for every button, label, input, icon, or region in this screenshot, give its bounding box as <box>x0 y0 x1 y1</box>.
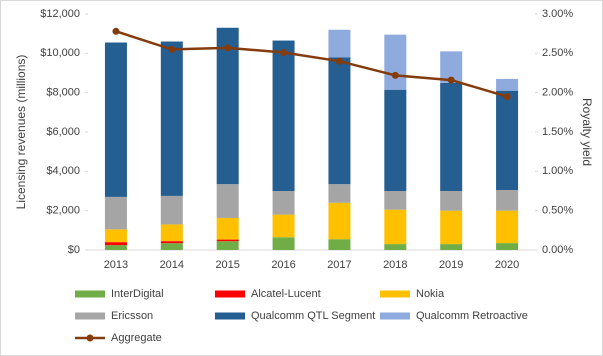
bar-segment <box>216 217 239 240</box>
legend-label: Alcatel-Lucent <box>251 288 321 300</box>
bar-segment <box>104 242 127 246</box>
x-tick-label: 2017 <box>327 259 351 271</box>
bar-segment <box>272 191 295 215</box>
legend-swatch <box>86 334 94 342</box>
x-tick-label: 2016 <box>271 259 295 271</box>
x-tick-label: 2018 <box>383 259 407 271</box>
bar-segment <box>272 214 295 238</box>
y2-tick-label: 1.50% <box>542 126 573 138</box>
bar-segment <box>496 190 519 211</box>
legend-swatch <box>75 290 105 298</box>
x-tick-label: 2020 <box>495 259 519 271</box>
bar-segment <box>496 78 519 91</box>
legend-swatch <box>75 312 105 320</box>
bar-segment <box>328 239 351 250</box>
bar-segment <box>160 195 183 225</box>
legend-label: InterDigital <box>111 288 164 300</box>
bar-segment <box>440 82 463 191</box>
bar-segment <box>328 184 351 203</box>
bar-segment <box>160 241 183 244</box>
line-marker <box>447 76 455 84</box>
y2-tick-label: 2.00% <box>542 87 573 99</box>
bar-segment <box>440 210 463 245</box>
bar-segment <box>496 210 519 244</box>
bar-segment <box>104 42 127 197</box>
line-marker <box>503 93 511 101</box>
line-marker <box>168 45 176 53</box>
y-tick-label: $12,000 <box>40 8 80 20</box>
y-tick-label: $10,000 <box>40 47 80 59</box>
bar-segment <box>272 237 295 250</box>
bar-segment <box>216 27 239 185</box>
bar-segment <box>328 29 351 58</box>
bar-segment <box>104 229 127 243</box>
bar-segment <box>440 244 463 250</box>
line-marker <box>335 57 343 65</box>
legend-swatch <box>215 290 245 298</box>
bar-segment <box>384 244 407 250</box>
y2-axis-title: Royalty yield <box>580 98 594 166</box>
legend-swatch <box>380 290 410 298</box>
bar-segment <box>216 239 239 242</box>
bar-segment <box>216 184 239 218</box>
bar-segment <box>440 51 463 83</box>
y2-tick-label: 0.50% <box>542 205 573 217</box>
y-tick-label: $0 <box>68 244 80 256</box>
y-tick-label: $2,000 <box>46 205 80 217</box>
legend-label: Nokia <box>416 288 445 300</box>
x-tick-label: 2015 <box>215 259 239 271</box>
y-tick-label: $6,000 <box>46 126 80 138</box>
line-marker <box>280 49 288 57</box>
bar-segment <box>272 40 295 191</box>
bar-segment <box>104 196 127 230</box>
bar-segment <box>496 243 519 250</box>
x-tick-label: 2014 <box>160 259 184 271</box>
legend-label: Qualcomm QTL Segment <box>251 310 375 322</box>
line-marker <box>224 44 232 52</box>
legend-label: Ericsson <box>111 310 153 322</box>
bar-segment <box>160 41 183 196</box>
y2-tick-label: 1.00% <box>542 165 573 177</box>
bar-segment <box>440 191 463 211</box>
bar-segment <box>160 224 183 242</box>
y-axis-title: Licensing revenues (millions) <box>14 55 28 210</box>
y-tick-label: $4,000 <box>46 165 80 177</box>
bar-segment <box>328 202 351 240</box>
legend-label: Aggregate <box>111 332 162 344</box>
legend-swatch <box>215 312 245 320</box>
bar-segment <box>328 57 351 185</box>
bar-segment <box>160 243 183 250</box>
x-tick-label: 2019 <box>439 259 463 271</box>
y2-tick-label: 0.00% <box>542 244 573 256</box>
bar-segment <box>104 245 127 250</box>
line-marker <box>112 27 120 35</box>
line-marker <box>391 71 399 79</box>
y2-tick-label: 3.00% <box>542 8 573 20</box>
x-tick-label: 2013 <box>104 259 128 271</box>
bar-segment <box>216 241 239 250</box>
bar-segment <box>384 209 407 245</box>
y2-tick-label: 2.50% <box>542 47 573 59</box>
bar-segment <box>384 89 407 191</box>
line-series <box>115 30 508 98</box>
legend-swatch <box>380 312 410 320</box>
legend-label: Qualcomm Retroactive <box>416 310 528 322</box>
bar-segment <box>384 191 407 210</box>
y-tick-label: $8,000 <box>46 87 80 99</box>
bar-segment <box>384 34 407 90</box>
bar-segment <box>496 90 519 191</box>
